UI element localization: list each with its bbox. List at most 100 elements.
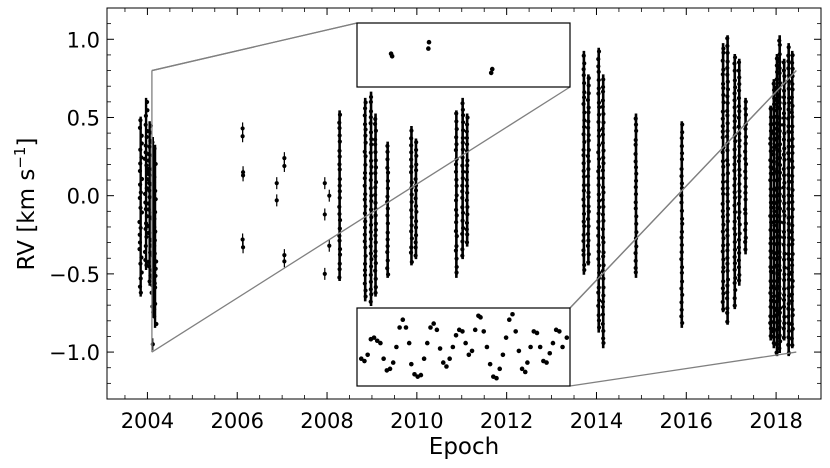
data-point [782, 321, 787, 326]
data-point [454, 256, 459, 261]
data-point [771, 81, 776, 86]
data-point [777, 296, 782, 301]
data-point [732, 125, 737, 130]
data-point [413, 233, 419, 238]
data-point [581, 238, 586, 244]
data-point [363, 294, 368, 299]
data-point [786, 221, 791, 226]
data-point [790, 124, 795, 129]
data-point [139, 270, 144, 275]
data-point [464, 183, 470, 189]
data-point [725, 108, 730, 114]
data-point [454, 220, 459, 225]
data-point [782, 101, 787, 106]
data-point [139, 255, 144, 260]
data-point [790, 87, 795, 92]
data-point [143, 122, 148, 127]
data-point [586, 194, 591, 200]
data-point [151, 247, 156, 252]
data-point [413, 225, 419, 230]
data-point [781, 185, 786, 190]
data-point [368, 171, 374, 176]
inset-data-point [397, 325, 402, 330]
data-point [777, 142, 783, 147]
data-point [409, 199, 414, 205]
y-tick-label: −0.5 [49, 263, 100, 287]
data-point [337, 120, 342, 125]
data-point [601, 111, 606, 117]
data-point [586, 167, 591, 172]
data-point [790, 326, 795, 331]
data-point [725, 248, 730, 253]
inset-data-point [440, 360, 446, 365]
data-point [137, 125, 143, 130]
data-point [362, 239, 367, 244]
data-point [725, 261, 730, 266]
y-axis-label: RV [km s−1] [11, 138, 40, 271]
data-point [152, 216, 157, 221]
data-point [601, 254, 606, 259]
data-point [721, 172, 726, 177]
data-point [137, 284, 143, 289]
data-point [154, 321, 159, 327]
data-point [774, 308, 779, 313]
data-point [460, 128, 466, 133]
data-point [781, 326, 786, 331]
data-point [385, 244, 390, 249]
data-point [725, 290, 730, 295]
data-point [789, 257, 795, 263]
data-point [736, 201, 741, 206]
inset-data-point [528, 344, 533, 350]
data-point [679, 270, 684, 275]
data-point [586, 138, 591, 143]
data-point [732, 261, 737, 266]
inset-data-point [426, 39, 432, 45]
data-point [145, 177, 150, 182]
data-point [581, 248, 586, 253]
data-point [369, 292, 374, 297]
data-point [581, 197, 586, 202]
data-point [721, 257, 726, 262]
data-point [777, 220, 783, 225]
data-point [633, 178, 639, 183]
data-point [274, 181, 279, 186]
data-point [768, 255, 773, 260]
data-point [327, 243, 332, 248]
data-point [586, 105, 591, 110]
data-point [409, 259, 414, 265]
data-point [736, 245, 742, 250]
data-point [454, 126, 459, 132]
data-point [464, 177, 469, 182]
data-point [743, 141, 748, 146]
data-point [385, 237, 390, 242]
data-point [777, 66, 782, 71]
data-point [782, 265, 787, 270]
data-point [596, 69, 601, 74]
inset-data-point [537, 344, 543, 350]
data-point [581, 132, 586, 137]
inset-data-point [488, 70, 494, 76]
data-point [362, 106, 368, 111]
data-point [581, 81, 587, 86]
data-point [736, 88, 742, 93]
data-point [786, 79, 792, 84]
data-point [782, 213, 787, 218]
data-point [373, 149, 378, 155]
data-point [368, 299, 373, 304]
data-point [460, 176, 465, 181]
data-point [679, 257, 684, 262]
data-point [732, 239, 737, 245]
data-point [743, 239, 748, 245]
data-point [771, 145, 777, 150]
data-point [732, 190, 737, 195]
data-point [781, 95, 787, 100]
data-point [737, 272, 742, 278]
data-point [777, 214, 782, 219]
data-point [736, 215, 741, 221]
data-point [464, 142, 470, 147]
data-point [790, 207, 795, 212]
data-point [725, 100, 730, 106]
data-point [143, 143, 148, 148]
x-tick-label: 2006 [210, 409, 263, 433]
data-point [786, 266, 791, 271]
